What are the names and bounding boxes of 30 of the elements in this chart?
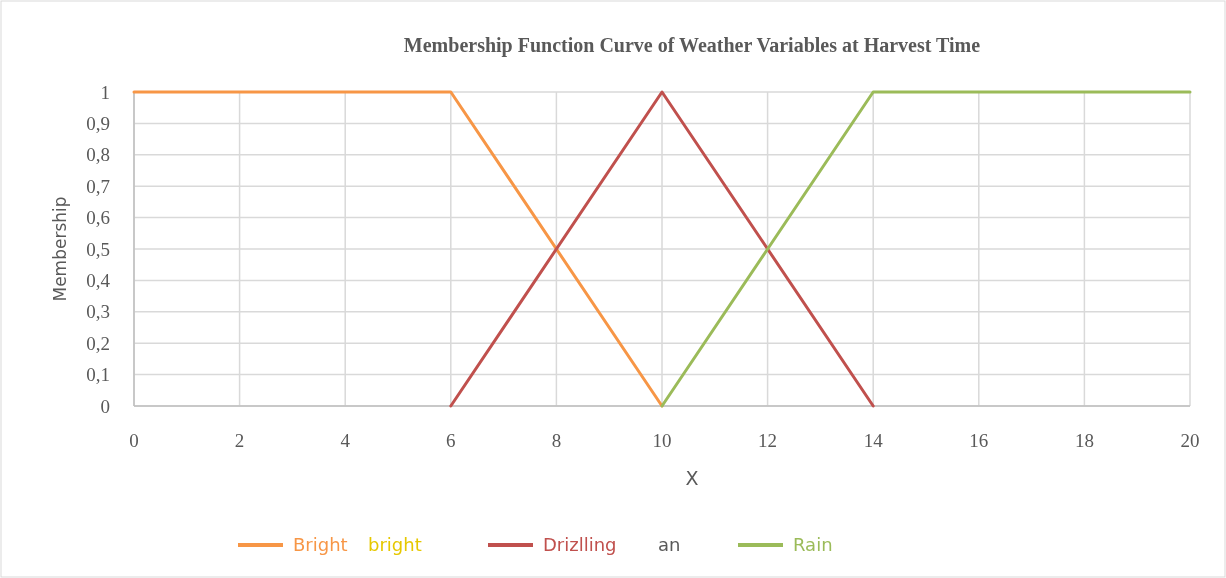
- y-tick-label: 0,1: [86, 364, 110, 386]
- y-tick-label: 0,5: [86, 238, 110, 260]
- text: bright: [368, 534, 422, 556]
- x-tick-label: 20: [1180, 430, 1200, 451]
- text: an: [658, 534, 681, 556]
- x-tick-label: 8: [551, 430, 562, 451]
- y-tick-label: 0,8: [86, 144, 110, 166]
- y-tick-label: 0,4: [86, 270, 111, 292]
- legend-label: Rain: [793, 534, 833, 556]
- legend-label: Bright: [293, 534, 348, 556]
- x-tick-label: 18: [1074, 430, 1094, 451]
- y-tick-label: 0,2: [86, 332, 110, 354]
- x-axis-title: X: [685, 467, 699, 489]
- y-tick-label: 0,3: [86, 301, 110, 323]
- x-tick-label: 12: [758, 430, 778, 451]
- y-tick-label: 0,7: [86, 175, 110, 197]
- y-axis-title: Membership: [50, 196, 70, 302]
- x-tick-label: 2: [234, 430, 245, 451]
- x-tick-label: 14: [863, 430, 884, 451]
- y-tick-label: 0,9: [86, 113, 110, 135]
- y-tick-label: 0,6: [86, 207, 110, 229]
- x-tick-label: 4: [340, 430, 351, 451]
- x-tick-label: 10: [652, 430, 672, 451]
- x-tick-label: 16: [969, 430, 989, 451]
- y-tick-label: 1: [100, 81, 110, 103]
- x-tick-label: 0: [129, 430, 139, 451]
- chart-title: Membership Function Curve of Weather Variables at Harvest Time: [403, 34, 981, 57]
- y-tick-label: 0: [100, 395, 110, 417]
- legend-label: Drizlling: [543, 534, 617, 556]
- x-tick-label: 6: [446, 430, 456, 451]
